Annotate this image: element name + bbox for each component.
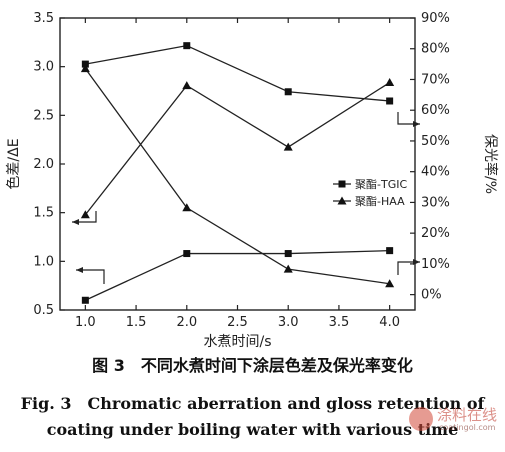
y-left-tick-label: 0.5	[33, 303, 54, 318]
data-point-triangle	[283, 264, 293, 273]
chart-axes	[59, 17, 416, 311]
y-right-tick-label: 30%	[421, 195, 450, 210]
data-point-triangle	[182, 81, 192, 90]
x-axis-label: 水煮时间/s	[203, 334, 271, 350]
data-point-square	[386, 97, 394, 105]
data-point-triangle	[283, 142, 293, 151]
figure-caption-english-line-1: Fig. 3 Chromatic aberration and gloss re…	[20, 394, 485, 413]
data-point-triangle	[80, 210, 90, 219]
plot-frame	[59, 17, 416, 311]
legend-marker-triangle	[337, 196, 347, 205]
x-tick-label: 3.5	[329, 315, 350, 330]
data-point-triangle	[385, 78, 395, 87]
series-line-color_difference-triangle	[84, 68, 390, 285]
arrowhead-left-icon	[72, 219, 79, 225]
left-axis-pointer-haa	[72, 211, 97, 223]
data-point-square	[183, 42, 191, 50]
x-tick-label: 2.0	[176, 315, 197, 330]
arrowhead-left-icon	[76, 267, 83, 273]
y-left-tick-label: 1.0	[33, 254, 54, 269]
y-right-tick-label: 20%	[421, 226, 450, 241]
legend-label: 聚酯-TGIC	[355, 178, 407, 191]
y-left-tick-label: 2.5	[33, 108, 54, 123]
y-right-tick-label: 40%	[421, 165, 450, 180]
chart-legend: 聚酯-TGIC 聚酯-HAA	[333, 178, 407, 208]
data-point-square	[183, 250, 191, 258]
x-tick-label: 2.5	[227, 315, 248, 330]
x-tick-label: 4.0	[379, 315, 400, 330]
x-tick-label: 1.0	[75, 315, 96, 330]
y-right-tick-label: 50%	[421, 134, 450, 149]
data-point-square	[81, 60, 89, 68]
y-left-tick-label: 2.0	[33, 157, 54, 172]
y-right-tick-label: 0%	[421, 288, 442, 303]
figure-caption-chinese: 图 3 不同水煮时间下涂层色差及保光率变化	[92, 356, 413, 375]
chart-annotations	[72, 112, 420, 284]
data-point-triangle	[385, 279, 395, 288]
left-axis-pointer-tgic	[76, 269, 105, 284]
y-right-tick-label: 80%	[421, 42, 450, 57]
data-point-square	[284, 250, 292, 258]
data-point-triangle	[182, 203, 192, 212]
y-right-tick-label: 90%	[421, 11, 450, 26]
y-axis-label-right: 保光率/%	[482, 134, 499, 194]
series-line-color_difference-square	[85, 249, 390, 301]
legend-label: 聚酯-HAA	[355, 195, 405, 208]
data-point-square	[81, 296, 89, 304]
y-left-tick-label: 3.5	[33, 11, 54, 26]
watermark-text: 涂料在线	[437, 406, 498, 424]
y-axis-label-left: 色差/ΔE	[5, 138, 22, 189]
data-point-square	[284, 88, 292, 96]
chart-ticks: 1.0 1.5 2.0 2.5 3.0 3.5 4.0 0.5 1.0 1.5 2.0 2.5 3.0 3…	[33, 11, 450, 330]
watermark: 涂料在线 coatingol.com	[407, 404, 499, 438]
y-right-tick-label: 10%	[421, 257, 450, 272]
right-axis-pointer-haa	[397, 261, 420, 275]
x-tick-label: 3.0	[278, 315, 299, 330]
right-axis-pointer-tgic	[397, 112, 420, 125]
watermark-logo-icon	[409, 407, 433, 431]
arrowhead-right-icon	[413, 121, 420, 127]
chart-series	[80, 42, 395, 304]
y-right-tick-label: 70%	[421, 72, 450, 87]
y-left-tick-label: 3.0	[33, 60, 54, 75]
arrowhead-right-icon	[413, 259, 420, 265]
data-point-square	[386, 247, 394, 255]
figure-caption-english-line-2: coating under boiling water with various…	[46, 420, 459, 439]
watermark-url: coatingol.com	[439, 423, 496, 432]
y-right-tick-label: 60%	[421, 103, 450, 118]
y-left-tick-label: 1.5	[33, 206, 54, 221]
series-line-gloss_retention-square	[85, 44, 390, 102]
x-tick-label: 1.5	[126, 315, 147, 330]
series-line-gloss_retention-triangle	[84, 81, 390, 216]
legend-marker-square	[338, 180, 346, 188]
data-point-triangle	[80, 64, 90, 73]
chart: 1.0 1.5 2.0 2.5 3.0 3.5 4.0 0.5 1.0 1.5 2.0 2.5 3.0 3…	[5, 11, 499, 350]
